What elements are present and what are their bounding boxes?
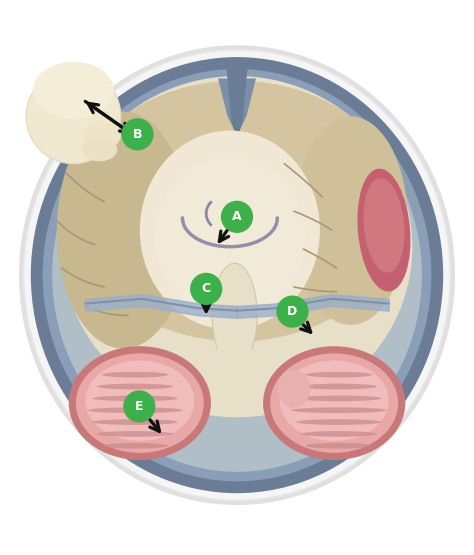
Ellipse shape <box>214 330 255 415</box>
Ellipse shape <box>31 57 443 493</box>
Circle shape <box>190 273 222 305</box>
Ellipse shape <box>102 443 168 448</box>
Ellipse shape <box>301 384 377 390</box>
Text: C: C <box>201 282 211 295</box>
Ellipse shape <box>26 69 121 164</box>
Ellipse shape <box>43 69 431 481</box>
Ellipse shape <box>24 50 450 500</box>
Ellipse shape <box>69 346 211 460</box>
Ellipse shape <box>97 431 173 437</box>
Ellipse shape <box>280 360 389 441</box>
Ellipse shape <box>301 431 377 437</box>
Ellipse shape <box>102 372 168 377</box>
Ellipse shape <box>82 138 117 162</box>
Circle shape <box>121 118 154 150</box>
Circle shape <box>123 390 155 422</box>
Ellipse shape <box>306 372 372 377</box>
Ellipse shape <box>52 78 422 472</box>
Ellipse shape <box>306 443 372 448</box>
Ellipse shape <box>296 396 382 401</box>
Ellipse shape <box>364 178 404 273</box>
Ellipse shape <box>83 121 121 149</box>
Ellipse shape <box>85 360 194 441</box>
Ellipse shape <box>62 76 412 417</box>
Ellipse shape <box>88 407 182 413</box>
Circle shape <box>221 201 253 233</box>
Circle shape <box>276 295 309 328</box>
Ellipse shape <box>19 46 455 505</box>
Ellipse shape <box>97 384 173 390</box>
Ellipse shape <box>154 157 306 318</box>
Ellipse shape <box>270 354 398 453</box>
Ellipse shape <box>357 169 410 291</box>
Ellipse shape <box>33 62 114 119</box>
Ellipse shape <box>140 130 320 330</box>
Polygon shape <box>227 69 247 140</box>
Text: D: D <box>287 305 298 318</box>
Ellipse shape <box>277 370 310 408</box>
Ellipse shape <box>92 396 178 401</box>
Ellipse shape <box>71 81 403 341</box>
Ellipse shape <box>292 407 386 413</box>
Ellipse shape <box>212 263 257 367</box>
Ellipse shape <box>263 346 405 460</box>
Ellipse shape <box>76 354 204 453</box>
Text: E: E <box>135 400 144 413</box>
Ellipse shape <box>57 112 190 349</box>
Text: A: A <box>232 210 242 223</box>
Ellipse shape <box>92 419 178 425</box>
Ellipse shape <box>296 419 382 425</box>
Text: B: B <box>133 128 142 141</box>
Ellipse shape <box>294 117 408 325</box>
Polygon shape <box>218 78 256 135</box>
